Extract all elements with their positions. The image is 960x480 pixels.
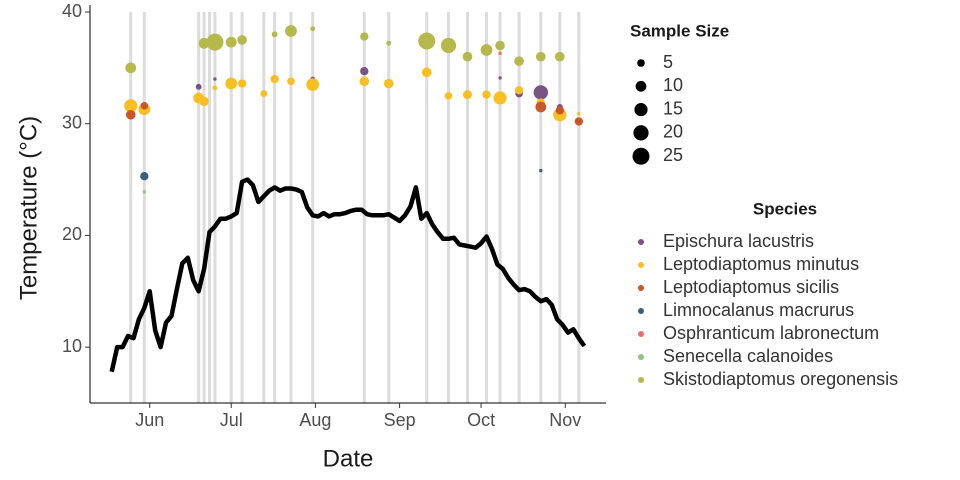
legend-label: Leptodiaptomus minutus: [663, 254, 859, 274]
y-tick-label: 40: [62, 1, 82, 21]
sample-point: [480, 44, 493, 56]
legend-label: Skistodiaptomus oregonensis: [663, 369, 898, 389]
sample-point: [421, 67, 432, 78]
sample-point: [359, 76, 370, 87]
sample-point: [125, 109, 136, 120]
x-tick-label: Jun: [135, 410, 164, 430]
x-tick-label: Sep: [384, 410, 416, 430]
legend-key: [638, 239, 644, 245]
sample-point: [306, 78, 320, 91]
legend-key: [638, 331, 644, 337]
legend-key: [638, 377, 644, 383]
sample-point: [555, 51, 565, 62]
sample-point: [514, 56, 524, 66]
size-legend-label: 20: [663, 122, 683, 142]
sample-point: [386, 40, 392, 46]
legend-key: [638, 262, 644, 268]
legend-label: Senecella calanoides: [663, 346, 833, 366]
sample-point: [285, 25, 297, 37]
sample-point: [462, 51, 473, 62]
sample-point: [212, 85, 218, 91]
size-legend-label: 5: [663, 52, 673, 72]
y-tick-label: 10: [62, 336, 82, 356]
sample-point: [533, 85, 549, 100]
sample-point: [213, 77, 217, 81]
legend-key: [638, 308, 644, 314]
sample-point: [444, 91, 453, 100]
sample-point: [462, 90, 472, 100]
sample-point: [440, 37, 457, 54]
sample-point: [142, 190, 147, 194]
size-legend-key: [632, 147, 650, 165]
sample-point: [535, 101, 547, 113]
sample-point: [482, 90, 491, 99]
size-legend-label: 25: [663, 145, 683, 165]
sample-point: [260, 90, 268, 97]
size-legend-key: [634, 103, 648, 117]
sample-point: [360, 67, 369, 76]
legend-key: [638, 354, 644, 360]
size-legend-title: Sample Size: [630, 21, 729, 40]
legend-title: Species: [753, 199, 817, 218]
sample-point: [498, 76, 502, 80]
sample-point: [225, 36, 237, 48]
x-tick-label: Aug: [299, 410, 331, 430]
sample-point: [360, 32, 369, 41]
sample-point: [271, 31, 278, 38]
sample-point: [539, 168, 543, 173]
x-tick-label: Nov: [549, 410, 581, 430]
legend-key: [638, 285, 644, 291]
sample-point: [310, 26, 316, 32]
y-axis-title: Temperature (°C): [15, 116, 42, 300]
y-tick-label: 30: [62, 112, 82, 132]
legend-label: Epischura lacustris: [663, 231, 814, 251]
x-tick-label: Oct: [467, 410, 495, 430]
size-legend-label: 15: [663, 98, 683, 118]
sample-point: [140, 172, 149, 181]
sample-point: [195, 83, 202, 90]
sample-point: [383, 78, 394, 89]
sample-point: [514, 86, 524, 95]
size-legend-key: [633, 125, 649, 141]
sample-point: [237, 35, 247, 45]
sample-point: [287, 77, 295, 86]
legend-label: Limnocalanus macrurus: [663, 300, 854, 320]
sample-point: [237, 79, 247, 88]
legend-label: Leptodiaptomus sicilis: [663, 277, 839, 297]
sample-point: [498, 51, 502, 56]
sample-point: [199, 96, 209, 107]
size-legend-key: [635, 80, 647, 92]
legend-label: Osphranticum labronectum: [663, 323, 879, 343]
y-tick-label: 20: [62, 224, 82, 244]
sample-point: [140, 102, 149, 110]
sample-point: [493, 91, 507, 105]
x-axis-title: Date: [323, 445, 374, 472]
size-legend-key: [637, 59, 645, 67]
sample-point: [574, 117, 584, 126]
sample-point: [536, 51, 546, 62]
sample-point: [418, 32, 436, 50]
sample-point: [125, 62, 137, 74]
sample-point: [206, 33, 224, 51]
sample-point: [270, 74, 279, 84]
temperature-line: [109, 177, 587, 373]
sample-point: [495, 40, 505, 51]
sample-point: [555, 106, 564, 115]
sample-point: [124, 99, 138, 113]
size-legend-label: 10: [663, 75, 683, 95]
sample-point: [577, 111, 581, 116]
sample-point: [225, 77, 238, 90]
x-tick-label: Jul: [220, 410, 243, 430]
